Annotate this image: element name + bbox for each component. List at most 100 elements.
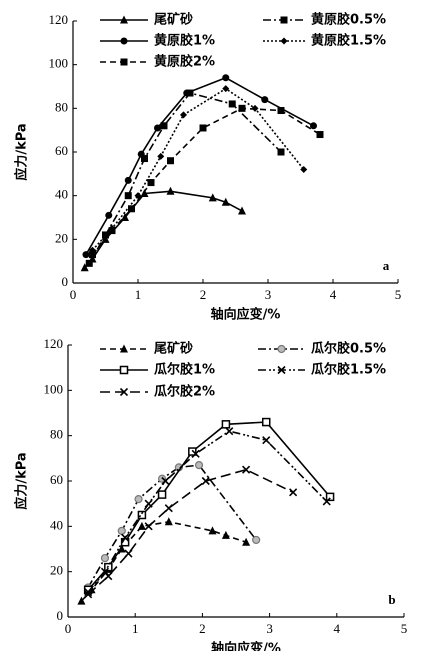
marker	[80, 263, 89, 272]
x-tick-label: 4	[330, 287, 337, 302]
marker	[242, 465, 251, 474]
x-tick-label: 3	[265, 287, 272, 302]
x-tick-label: 2	[200, 287, 207, 302]
marker	[128, 205, 135, 213]
marker	[221, 420, 231, 429]
y-tick-label: 40	[55, 187, 68, 202]
marker	[167, 157, 174, 165]
marker	[194, 461, 204, 470]
marker	[84, 588, 93, 597]
marker	[322, 497, 331, 506]
legend-label: 尾矿砂	[154, 341, 193, 357]
panel-label: b	[388, 592, 395, 607]
marker	[300, 165, 308, 173]
legend-label: 瓜尔胶2%	[154, 384, 215, 400]
series-line	[85, 76, 314, 256]
series-line	[87, 468, 294, 595]
marker	[160, 122, 168, 130]
y-tick-label: 60	[50, 472, 63, 487]
marker	[104, 572, 113, 581]
marker	[134, 495, 143, 504]
marker	[100, 553, 110, 563]
legend-marker	[120, 344, 128, 353]
marker	[161, 476, 170, 486]
y-tick-label: 100	[44, 381, 64, 396]
marker	[105, 211, 113, 219]
legend-marker	[120, 15, 128, 24]
y-tick-label: 0	[57, 608, 64, 623]
series-line	[87, 430, 328, 593]
x-axis-label: 轴向应变/%	[211, 641, 281, 651]
panel-label: a	[383, 258, 390, 273]
legend-marker	[277, 344, 286, 354]
marker	[238, 104, 246, 112]
marker	[242, 537, 251, 546]
legend-label: 尾矿砂	[154, 12, 193, 28]
y-tick-label: 100	[49, 56, 69, 71]
legend-label: 瓜尔胶0.5%	[311, 341, 386, 357]
marker	[124, 192, 132, 200]
y-tick-label: 40	[50, 517, 63, 532]
y-tick-label: 0	[62, 274, 69, 289]
marker	[164, 517, 173, 526]
y-tick-label: 20	[50, 563, 63, 578]
legend-label: 黄原胶2%	[154, 54, 215, 70]
marker	[121, 213, 129, 221]
marker	[140, 188, 149, 197]
marker	[199, 124, 207, 132]
marker	[261, 96, 269, 104]
legend-marker	[280, 16, 288, 24]
marker	[137, 510, 147, 520]
y-tick-label: 20	[55, 230, 68, 245]
marker	[117, 526, 126, 535]
marker	[221, 197, 230, 206]
marker	[89, 251, 96, 259]
marker	[208, 193, 217, 202]
marker	[137, 521, 146, 530]
marker	[144, 499, 153, 508]
x-tick-label: 3	[266, 621, 273, 636]
marker	[238, 206, 246, 215]
legend-label: 黄原胶1.5%	[311, 33, 386, 49]
marker	[310, 122, 317, 130]
x-tick-label: 0	[65, 621, 72, 636]
marker	[108, 227, 116, 235]
marker	[164, 504, 173, 513]
legend-marker	[120, 58, 128, 66]
x-axis-label: 轴向应变/%	[211, 307, 281, 323]
marker	[124, 549, 133, 558]
y-axis-label: 应力/kPa	[14, 123, 30, 180]
x-tick-label: 2	[199, 621, 206, 636]
marker	[183, 89, 191, 97]
legend-marker	[119, 365, 129, 375]
marker	[85, 259, 93, 267]
legend-label: 瓜尔胶1.5%	[311, 362, 386, 378]
marker	[121, 533, 130, 542]
marker	[221, 530, 230, 539]
y-tick-label: 80	[55, 99, 68, 114]
marker	[124, 176, 132, 184]
marker	[277, 107, 285, 115]
series-line	[80, 520, 247, 602]
x-tick-label: 4	[334, 621, 341, 636]
marker	[289, 488, 298, 497]
marker	[144, 522, 153, 531]
y-tick-label: 80	[50, 427, 63, 442]
series-line	[87, 464, 257, 588]
y-tick-label: 120	[44, 336, 64, 351]
marker	[201, 476, 210, 486]
marker	[277, 148, 285, 156]
marker	[157, 490, 167, 499]
legend-marker	[120, 37, 128, 45]
marker	[228, 100, 236, 108]
legend-marker	[277, 365, 286, 375]
marker	[261, 417, 271, 427]
x-tick-label: 5	[401, 621, 408, 636]
legend-label: 黄原胶0.5%	[311, 12, 386, 28]
marker	[154, 124, 161, 132]
y-tick-label: 120	[49, 12, 69, 27]
x-tick-label: 1	[132, 621, 139, 636]
y-axis-label: 应力/kPa	[14, 452, 30, 509]
legend-label: 瓜尔胶1%	[154, 362, 215, 378]
